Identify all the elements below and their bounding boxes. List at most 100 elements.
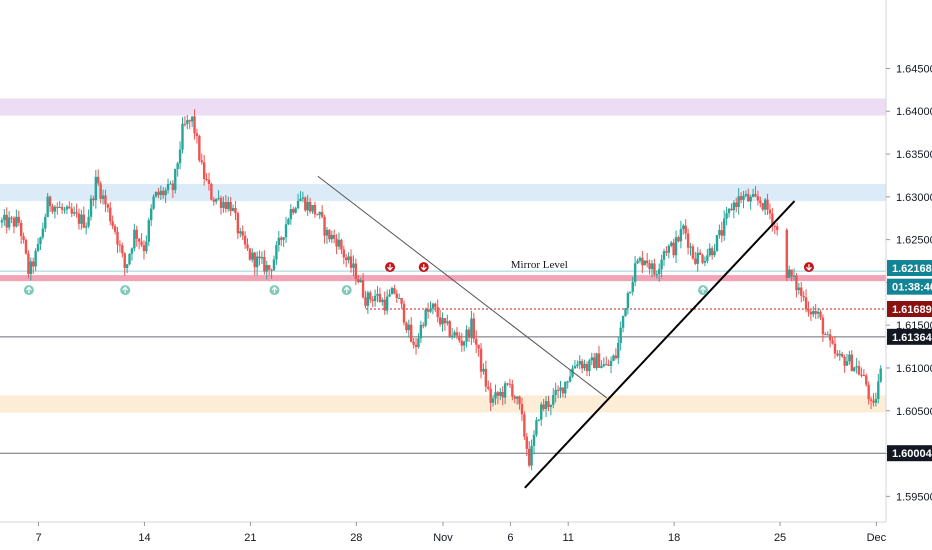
- candle-body: [104, 195, 107, 205]
- candle-body: [453, 332, 456, 336]
- candle-body: [190, 116, 194, 122]
- candle-body: [381, 299, 384, 302]
- candle-body: [458, 335, 461, 341]
- candle-body: [330, 234, 333, 240]
- candle-body: [797, 287, 801, 291]
- candle-body: [576, 364, 579, 367]
- candle-body: [650, 263, 654, 270]
- candle-body: [422, 324, 425, 326]
- candle-body: [19, 222, 23, 237]
- candle-body: [840, 353, 844, 357]
- candle-body: [515, 396, 519, 399]
- candle-body: [737, 196, 740, 207]
- candle-body: [833, 343, 837, 354]
- candle-body: [872, 400, 875, 403]
- down-arrow-icon: [420, 264, 427, 271]
- candle-body: [843, 356, 846, 366]
- candle-body: [431, 303, 435, 309]
- candle-body: [725, 213, 728, 219]
- price-label-text: 1.61364: [892, 332, 932, 344]
- candle-body: [113, 226, 117, 232]
- candle-body: [176, 163, 179, 169]
- up-arrow-icon: [271, 286, 278, 294]
- candle-body: [766, 199, 769, 210]
- candle-body: [292, 209, 295, 213]
- candle-body: [821, 317, 825, 335]
- candle-body: [149, 208, 153, 221]
- candle-body: [703, 260, 707, 263]
- candle-body: [660, 259, 663, 270]
- candle-body: [17, 216, 20, 223]
- time-axis[interactable]: 7 14 21 28 Nov 6 11 18 25 Dec: [35, 522, 887, 544]
- candle-body: [482, 368, 485, 372]
- candle-body: [438, 317, 442, 325]
- candle-body: [357, 278, 360, 283]
- candle-body: [332, 234, 336, 239]
- candle-body: [265, 265, 268, 272]
- candle-body: [785, 229, 789, 278]
- candle-body: [123, 253, 126, 268]
- candle-body: [320, 212, 324, 217]
- y-tick-label: 1.62500: [896, 235, 932, 247]
- candle-body: [508, 383, 512, 385]
- candle-body: [814, 311, 817, 314]
- candle-body: [713, 251, 716, 256]
- candle-body: [537, 419, 541, 421]
- y-tick-label: 1.59500: [896, 491, 932, 503]
- candle-body: [63, 209, 66, 211]
- candle-body: [747, 194, 750, 202]
- candle-body: [614, 355, 618, 359]
- candle-body: [171, 183, 175, 190]
- candle-body: [410, 324, 413, 342]
- candle-body: [802, 295, 805, 298]
- candle-body: [145, 241, 148, 252]
- candle-body: [761, 203, 764, 210]
- candle-body: [540, 404, 543, 420]
- price-labels: 1.62168 01:38:46 1.61689 1.61364 1.60004: [887, 260, 932, 462]
- candle-body: [751, 194, 755, 197]
- candle-body: [672, 242, 675, 256]
- candle-body: [166, 183, 170, 191]
- candle-body: [450, 335, 454, 337]
- candle-body: [349, 256, 353, 268]
- candle-body: [147, 220, 150, 242]
- candle-body: [819, 311, 822, 318]
- up-arrow-icon: [700, 286, 706, 294]
- candle-body: [527, 448, 531, 466]
- candle-body: [366, 292, 370, 306]
- candle-body: [845, 361, 849, 366]
- candle-body: [612, 355, 615, 361]
- candle-body: [773, 225, 776, 227]
- candle-body: [775, 226, 779, 230]
- candle-body: [472, 318, 476, 339]
- annotations: Mirror Level: [511, 259, 568, 271]
- candle-body: [46, 196, 49, 218]
- candle-body: [812, 311, 815, 315]
- candle-body: [679, 228, 683, 242]
- candle-body: [443, 318, 447, 324]
- candle-body: [600, 366, 603, 368]
- candle-body: [756, 196, 760, 201]
- candle-body: [730, 208, 733, 211]
- candle-body: [617, 342, 620, 359]
- candle-body: [501, 391, 504, 398]
- candle-body: [229, 201, 232, 212]
- candle-body: [137, 238, 141, 242]
- candle-body: [691, 246, 695, 259]
- candle-body: [523, 414, 526, 437]
- candle-body: [383, 299, 386, 311]
- candle-body: [397, 298, 401, 300]
- price-zones: [0, 98, 886, 413]
- candle-body: [393, 288, 396, 294]
- candle-body: [260, 256, 264, 259]
- candle-body: [347, 256, 350, 261]
- candle-body: [763, 199, 767, 210]
- down-arrow-icon: [387, 264, 393, 271]
- candle-body: [571, 368, 574, 377]
- candle-body: [159, 190, 163, 195]
- candle-body: [790, 269, 793, 277]
- candle-body: [24, 239, 28, 254]
- candle-body: [694, 258, 697, 264]
- candle-body: [373, 295, 377, 302]
